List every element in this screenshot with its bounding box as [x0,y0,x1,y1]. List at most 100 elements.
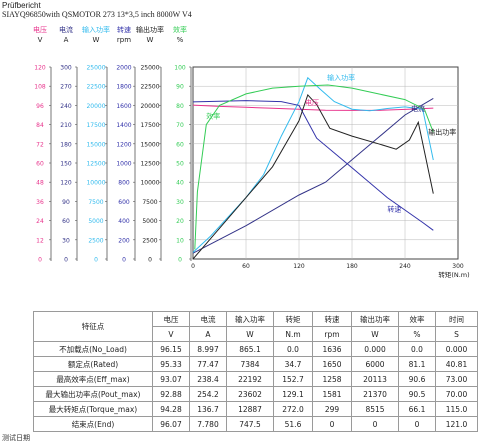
header-cell-7: 效率 [398,311,436,327]
axis-tick-0-6: 72 [36,141,44,148]
axis-unit-1: A [64,36,69,44]
table-cell: 121.0 [435,416,478,432]
table-cell: 254.2 [189,386,227,402]
axis-tick-1-4: 120 [60,180,72,187]
table-row: 最大输出功率点(Pout_max) 92.88 254.2 23602 129.1 158… [33,386,478,402]
axis-tick-4-0: 0 [148,257,152,264]
series-line-3 [192,100,434,231]
axis-tick-0-1: 12 [36,237,44,244]
axis-tick-2-4: 10000 [86,180,105,187]
table-cell: 1650 [312,356,352,372]
x-tick-5: 300 [452,263,464,270]
axis-tick-4-2: 5000 [142,218,157,225]
axis-unit-5: % [177,36,184,44]
table-cell: 20113 [351,371,399,387]
table-cell: 238.4 [189,371,227,387]
axis-tick-0-2: 24 [36,218,44,225]
table-cell: 23602 [226,386,274,402]
table-cell: 0 [351,416,399,432]
axis-unit-0: V [38,36,43,44]
axis-tick-3-4: 800 [118,180,130,187]
axis-unit-3: rpm [117,36,131,44]
axis-tick-1-1: 30 [62,237,70,244]
unit-cell-4: rpm [312,326,352,342]
unit-cell-6: % [398,326,436,342]
axis-tick-0-0: 0 [38,257,42,264]
axis-tick-2-8: 20000 [86,103,105,110]
axis-tick-0-7: 84 [36,122,44,129]
table-cell: 51.6 [273,416,313,432]
test-date-label: 测试日期 [2,434,30,442]
axis-tick-1-8: 240 [60,103,72,110]
axis-tick-3-8: 1600 [116,103,131,110]
table-cell: 0.0 [273,341,313,357]
axis-tick-2-6: 15000 [86,141,105,148]
axis-tick-4-3: 7500 [142,199,157,206]
unit-cell-7: S [435,326,478,342]
series-line-4 [192,93,434,260]
table-cell: 272.0 [273,401,313,417]
curve-label-3: 电流 [411,104,425,113]
axis-name-4: 输出功率 [136,25,164,34]
axis-tick-5-9: 90 [176,84,184,91]
performance-chart: 电压 V 0 12 24 36 48 60 72 84 96 108 120 电流 A 0 30 60 90 120 1… [33,25,470,278]
table-cell: 81.1 [398,356,436,372]
axis-tick-4-4: 10000 [140,180,159,187]
row-label: 最大输出功率点(Pout_max) [33,386,153,402]
axis-tick-5-0: 0 [178,257,182,264]
axis-unit-4: W [147,36,154,44]
header-cell-1: 电压 [152,311,190,327]
table-cell: 96.07 [152,416,190,432]
axis-name-0: 电压 [33,25,47,34]
axis-tick-4-9: 22500 [140,84,159,91]
x-tick-2: 120 [293,263,305,270]
row-label: 额定点(Rated) [33,356,153,372]
table-cell: 6000 [351,356,399,372]
report-title: Prüfbericht [2,1,41,10]
row-label: 最高效率点(Eff_max) [33,371,153,387]
axis-tick-5-10: 100 [174,65,186,72]
axis-tick-0-8: 96 [36,103,44,110]
table-cell: 93.07 [152,371,190,387]
header-cell-8: 时间 [435,311,478,327]
axis-tick-4-1: 2500 [142,237,157,244]
axis-tick-1-0: 0 [64,257,68,264]
table-cell: 1636 [312,341,352,357]
axis-tick-0-3: 36 [36,199,44,206]
axis-tick-5-3: 30 [176,199,184,206]
axis-tick-2-9: 22500 [86,84,105,91]
axis-tick-3-10: 2000 [116,65,131,72]
table-cell: 8515 [351,401,399,417]
axis-tick-5-4: 40 [176,180,184,187]
axis-tick-4-7: 17500 [140,122,159,129]
axis-tick-1-10: 300 [60,65,72,72]
axis-tick-5-5: 50 [176,161,184,168]
axis-tick-2-1: 2500 [88,237,103,244]
table-cell: 1581 [312,386,352,402]
curve-label-4: 输出功率 [428,127,456,136]
curve-label-5: 转速 [387,205,401,214]
axis-tick-2-2: 5000 [88,218,103,225]
axis-name-2: 输入功率 [82,25,110,34]
table-cell: 95.33 [152,356,190,372]
table-cell: 66.1 [398,401,436,417]
motor-model-title: SIAYQ96850with QSMOTOR 273 13*3,5 inch 8… [2,10,192,19]
axis-tick-3-2: 400 [118,218,130,225]
axis-tick-1-7: 210 [60,122,72,129]
table-cell: 299 [312,401,352,417]
axis-tick-0-4: 48 [36,180,44,187]
series-line-0 [192,104,434,111]
unit-cell-2: W [226,326,274,342]
table-cell: 129.1 [273,386,313,402]
x-tick-1: 60 [242,263,250,270]
axis-tick-2-3: 7500 [88,199,103,206]
header-cell-4: 转矩 [273,311,313,327]
table-cell: 22192 [226,371,274,387]
table-cell: 115.0 [435,401,478,417]
header-cell-5: 转速 [312,311,352,327]
axis-tick-3-3: 600 [118,199,130,206]
table-row: 不加载点(No_Load) 96.15 8.997 865.1 0.0 1636 0.000… [33,341,478,357]
table-cell: 94.28 [152,401,190,417]
table-cell: 8.997 [189,341,227,357]
row-label: 不加载点(No_Load) [33,341,153,357]
